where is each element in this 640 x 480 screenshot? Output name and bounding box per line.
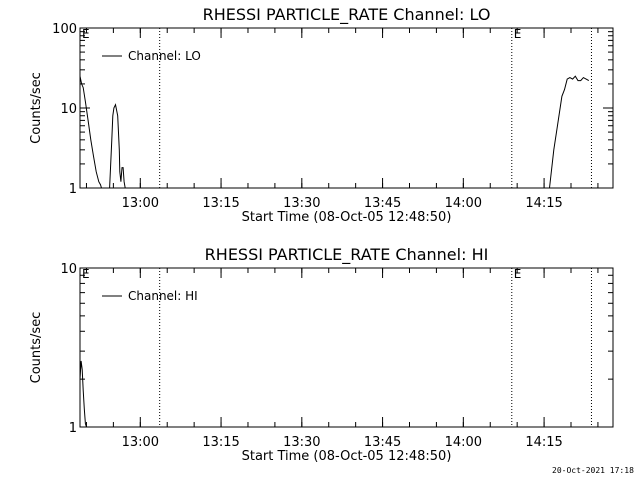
legend-label: Channel: HI: [128, 289, 198, 303]
y-axis-label: Counts/sec: [29, 72, 44, 144]
series-line: [79, 76, 126, 189]
event-label: E: [514, 267, 522, 281]
figure-timestamp: 20-Oct-2021 17:18: [552, 466, 634, 475]
x-tick-label: 13:30: [283, 435, 320, 450]
y-tick-label: 100: [52, 22, 77, 37]
x-tick-label: 14:00: [445, 196, 482, 211]
event-label: E: [514, 27, 522, 41]
x-tick-label: 13:15: [202, 196, 239, 211]
x-tick-label: 13:00: [122, 435, 159, 450]
y-tick-label: 1: [69, 421, 77, 436]
series-line: [549, 75, 590, 189]
x-tick-label: 13:45: [364, 196, 401, 211]
x-axis-label: Start Time (08-Oct-05 12:48:50): [242, 449, 452, 464]
y-axis-label: Counts/sec: [29, 312, 44, 384]
x-tick-label: 14:00: [445, 435, 482, 450]
x-tick-label: 13:15: [202, 435, 239, 450]
series-line: [79, 360, 87, 428]
x-tick-label: 13:45: [364, 435, 401, 450]
chart-title: RHESSI PARTICLE_RATE Channel: HI: [205, 245, 489, 265]
left-event-marker: E: [82, 267, 90, 281]
x-tick-label: 13:00: [122, 196, 159, 211]
y-tick-label: 1: [69, 182, 77, 197]
x-tick-label: 14:15: [525, 196, 562, 211]
x-tick-label: 13:30: [283, 196, 320, 211]
y-tick-label: 10: [60, 262, 77, 277]
x-axis-label: Start Time (08-Oct-05 12:48:50): [242, 210, 452, 225]
chart-title: RHESSI PARTICLE_RATE Channel: LO: [203, 5, 491, 25]
left-event-marker: E: [82, 27, 90, 41]
y-tick-label: 10: [60, 102, 77, 117]
plot-frame: [79, 267, 614, 428]
x-tick-label: 14:15: [525, 435, 562, 450]
legend-label: Channel: LO: [128, 49, 201, 63]
